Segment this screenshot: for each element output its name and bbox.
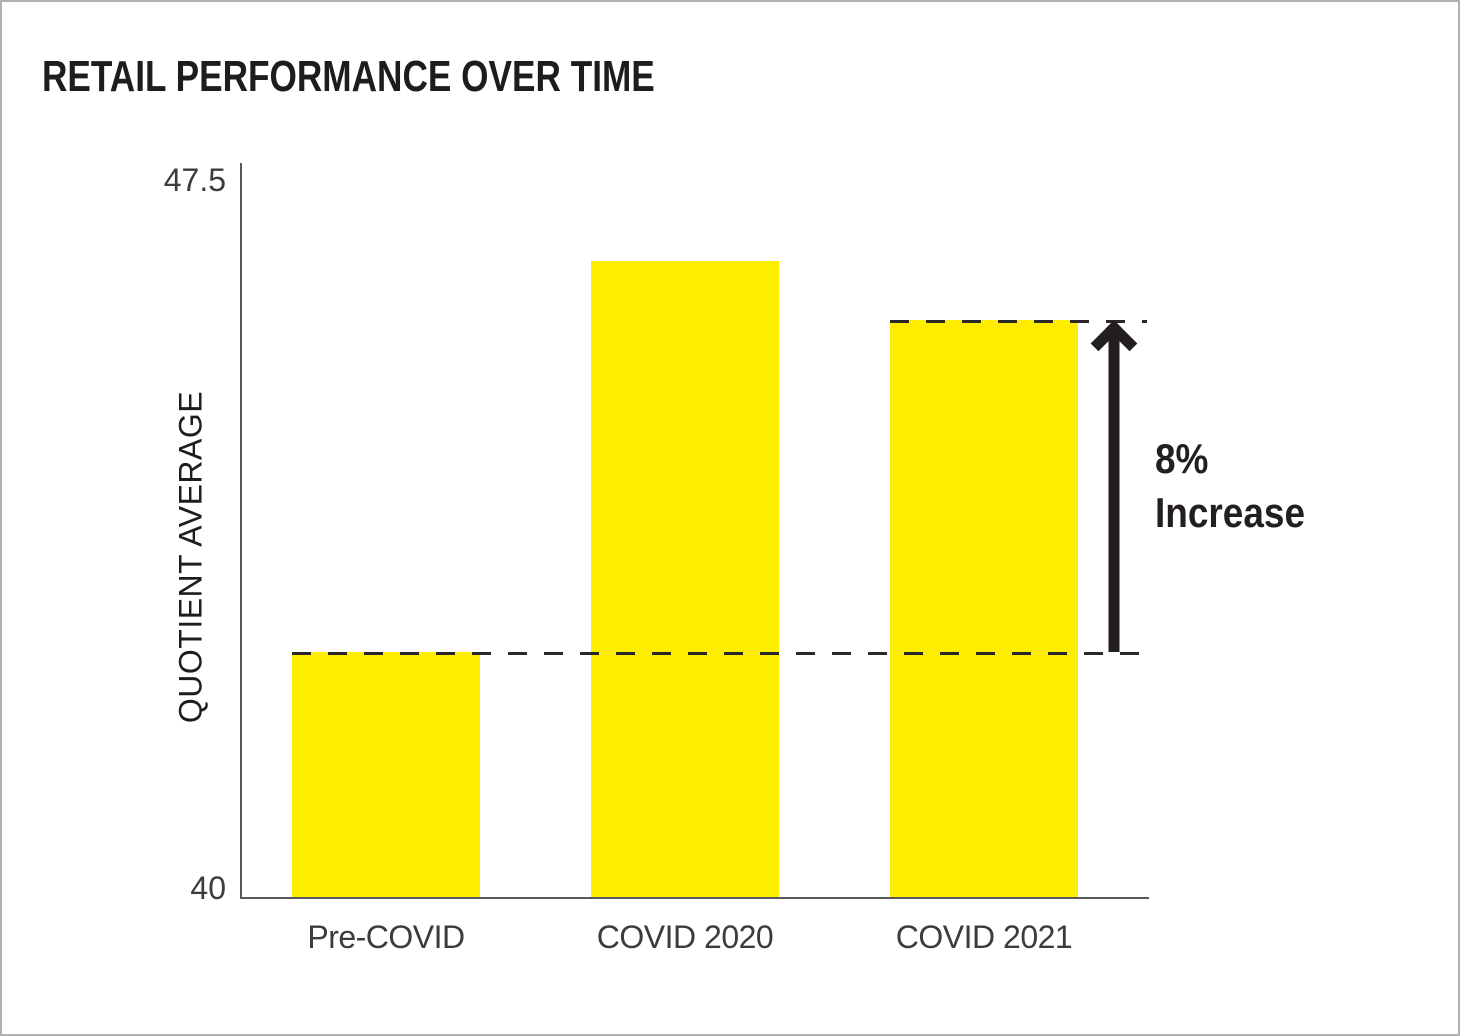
- y-tick-max: 47.5: [163, 162, 226, 198]
- chart-title: RETAIL PERFORMANCE OVER TIME: [42, 52, 655, 101]
- increase-annotation-word: Increase: [1155, 489, 1306, 536]
- increase-arrow: [1088, 320, 1140, 652]
- bar-covid-2020: [591, 261, 779, 897]
- x-tick-covid-2021: COVID 2021: [895, 919, 1073, 955]
- bar-pre-covid: [292, 652, 480, 897]
- x-tick-covid-2020: COVID 2020: [596, 919, 774, 955]
- arrow-shaft: [1108, 328, 1120, 652]
- bar-covid-2021: [890, 320, 1078, 897]
- reference-line-covid-2021-level: [890, 320, 1147, 323]
- increase-annotation: 8% Increase: [1155, 432, 1325, 540]
- reference-line-pre-covid-level: [292, 652, 1147, 655]
- plot-area: 8% Increase Pre-COVID COVID 2020 COVID 2…: [164, 163, 1305, 955]
- increase-annotation-value: 8%: [1155, 435, 1209, 482]
- y-tick-min: 40: [190, 870, 226, 906]
- y-axis-title: QUOTIENT AVERAGE: [172, 390, 209, 724]
- x-tick-pre-covid: Pre-COVID: [307, 919, 465, 955]
